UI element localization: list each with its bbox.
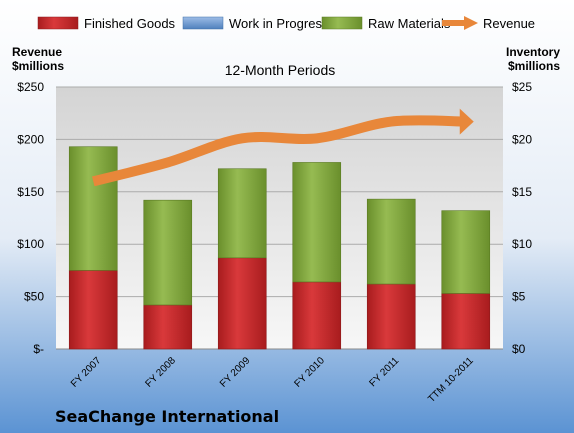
right-tick-label: $20 [512, 132, 532, 146]
left-tick-label: $150 [17, 185, 44, 199]
gridlines [56, 86, 503, 350]
bar-raw-materials [292, 162, 342, 283]
revenue-arrowhead [459, 108, 474, 135]
bar-finished-goods [366, 283, 416, 350]
bars [68, 146, 491, 350]
right-tick-label: $0 [512, 342, 526, 356]
right-tick-label: $25 [512, 80, 532, 94]
left-axis-title-line2: $millions [12, 59, 64, 73]
legend-label-revenue: Revenue [483, 16, 535, 31]
right-axis-title-line2: $millions [508, 59, 560, 73]
right-tick-label: $10 [512, 237, 532, 251]
right-tick-label: $5 [512, 290, 526, 304]
left-tick-label: $50 [24, 290, 44, 304]
legend-swatch-raw-materials [321, 16, 363, 30]
right-tick-label: $15 [512, 185, 532, 199]
legend-label-raw-materials: Raw Materials [368, 16, 451, 31]
legend-swatch-finished-goods [37, 16, 79, 30]
bar-finished-goods [441, 293, 491, 350]
company-name: SeaChange International [55, 407, 279, 426]
bar-raw-materials [217, 168, 267, 259]
right-axis-title-line1: Inventory [506, 45, 560, 59]
left-tick-label: $100 [17, 237, 44, 251]
bar-raw-materials [366, 198, 416, 285]
chart-subtitle: 12-Month Periods [225, 62, 336, 78]
left-tick-label: $200 [17, 132, 44, 146]
left-tick-label: $- [33, 342, 44, 356]
bar-finished-goods [217, 257, 267, 350]
legend-swatch-work-in-progress [182, 16, 224, 30]
left-axis-ticks: $- $50 $100 $150 $200 $250 [17, 80, 44, 356]
bar-raw-materials [441, 210, 491, 294]
revenue-line-group [92, 108, 474, 187]
legend-revenue-arrowhead [464, 16, 478, 30]
bar-finished-goods [292, 281, 342, 350]
bar-finished-goods [143, 304, 193, 350]
legend-label-work-in-progress: Work in Progress [229, 16, 329, 31]
right-axis-ticks: $0 $5 $10 $15 $20 $25 [512, 80, 532, 356]
legend-label-finished-goods: Finished Goods [84, 16, 176, 31]
bar-raw-materials [68, 146, 118, 271]
left-tick-label: $250 [17, 80, 44, 94]
revenue-line [92, 115, 471, 187]
bar-finished-goods [68, 270, 118, 350]
bar-raw-materials [143, 199, 193, 306]
left-axis-title-line1: Revenue [12, 45, 62, 59]
legend: Finished Goods Work in Progress Raw Mate… [37, 16, 535, 31]
plot-area [56, 87, 503, 349]
